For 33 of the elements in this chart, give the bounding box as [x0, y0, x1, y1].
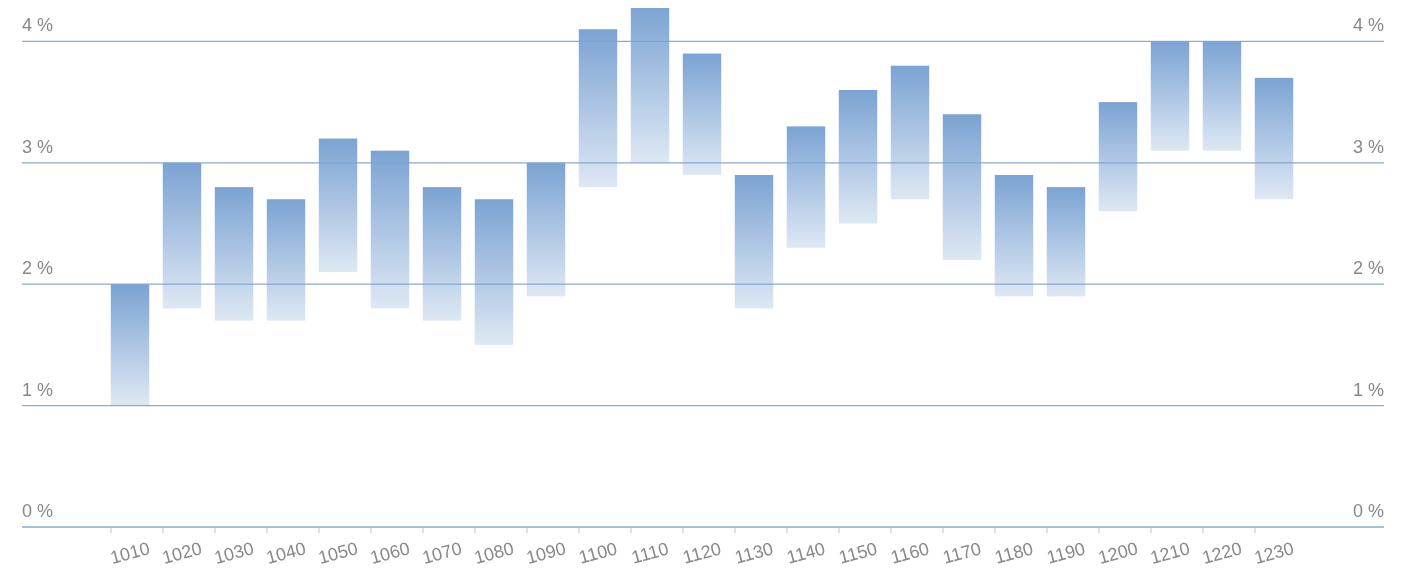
y-tick-label: 2 %: [22, 258, 54, 279]
y2-tick-label: 3 %: [1352, 136, 1384, 157]
x-tick-label: 1150: [836, 538, 880, 568]
x-tick-label: 1050: [316, 538, 360, 568]
x-tick-label: 1110: [629, 538, 671, 568]
x-tick-label: 1090: [524, 538, 568, 568]
y2-tick-label: 2 %: [1352, 258, 1384, 279]
x-tick-label: 1100: [576, 538, 620, 568]
x-tick-label: 1180: [992, 538, 1036, 568]
x-tick-label: 1030: [212, 538, 256, 568]
x-tick-label: 1190: [1044, 538, 1088, 568]
x-tick-label: 1230: [1252, 538, 1296, 568]
x-tick-label: 1130: [732, 538, 776, 568]
x-tick-label: 1070: [420, 538, 464, 568]
y-tick-label: 4 %: [22, 15, 54, 36]
x-tick-label: 1120: [680, 538, 724, 568]
x-tick-label: 1060: [368, 538, 412, 568]
x-tick-label: 1010: [108, 538, 152, 568]
y2-tick-label: 1 %: [1352, 379, 1384, 400]
x-tick-label: 1040: [264, 538, 308, 568]
x-tick-label: 1080: [472, 538, 516, 568]
x-tick-label: 1210: [1148, 538, 1192, 568]
y2-tick-label: 0 %: [1352, 501, 1384, 521]
y2-tick-label: 4 %: [1352, 15, 1384, 36]
x-tick-label: 1200: [1096, 538, 1140, 568]
x-tick-label: 1160: [888, 538, 932, 568]
x-tick-label: 1140: [784, 538, 828, 568]
y-tick-label: 3 %: [22, 136, 54, 157]
y-tick-label: 1 %: [22, 379, 54, 400]
x-tick-label: 1170: [940, 538, 984, 568]
x-tick-label: 1220: [1200, 538, 1244, 568]
x-tick-label: 1020: [160, 538, 204, 568]
y-tick-label: 0 %: [22, 501, 54, 521]
